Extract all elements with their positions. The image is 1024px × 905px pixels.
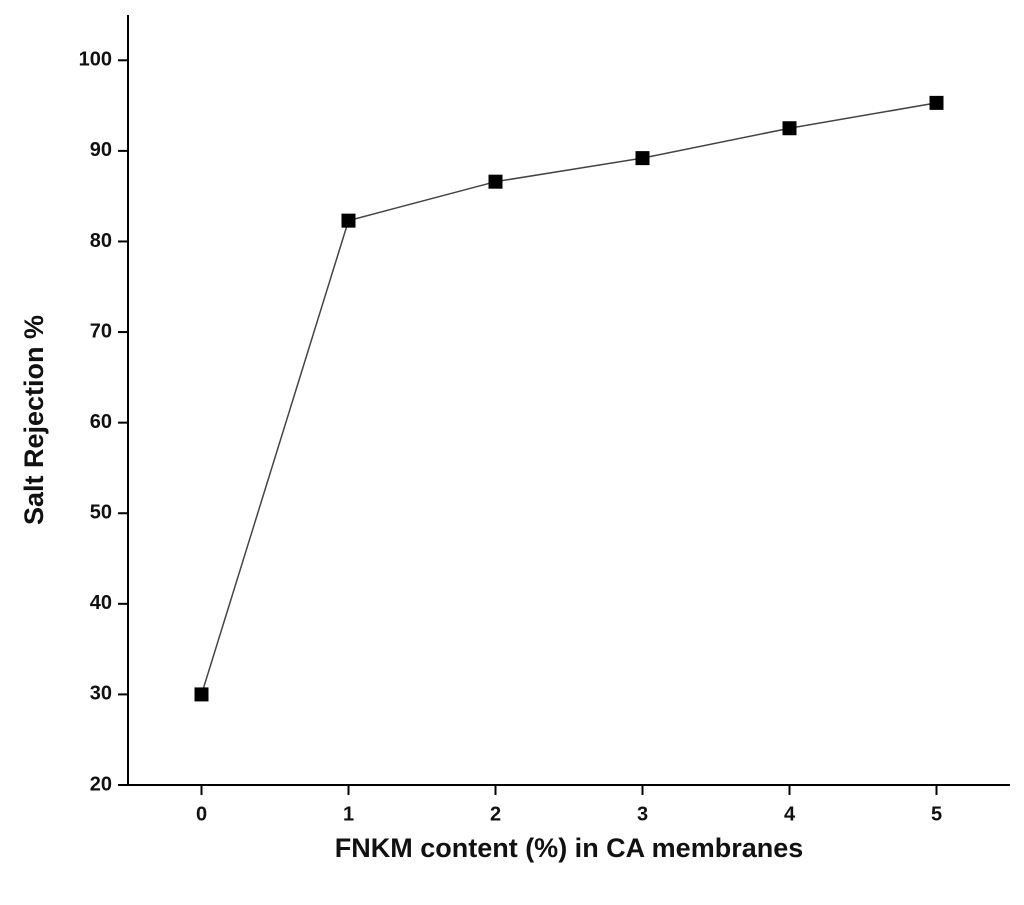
series-line: [200, 102, 937, 695]
data-point: [488, 174, 503, 189]
x-tick-label: 4: [784, 803, 796, 825]
data-point: [635, 151, 650, 166]
y-tick-label: 60: [90, 411, 112, 433]
y-tick-label: 40: [90, 592, 112, 614]
data-point: [782, 121, 797, 136]
y-tick-label: 70: [90, 320, 112, 342]
y-tick-label: 50: [90, 502, 112, 524]
x-tick-label: 0: [196, 803, 207, 825]
data-point: [929, 95, 944, 110]
y-tick-label: 20: [90, 773, 112, 795]
y-tick-label: 80: [90, 230, 112, 252]
y-tick-label: 100: [79, 49, 112, 71]
x-tick-label: 1: [343, 803, 354, 825]
x-tick-label: 5: [931, 803, 942, 825]
x-tick-label: 3: [637, 803, 648, 825]
y-axis-title: Salt Rejection %: [19, 315, 49, 525]
x-tick-label: 2: [490, 803, 501, 825]
data-point: [194, 687, 209, 702]
y-tick-label: 90: [90, 139, 112, 161]
x-axis-title: FNKM content (%) in CA membranes: [335, 833, 804, 863]
y-tick-label: 30: [90, 683, 112, 705]
data-point: [341, 213, 356, 228]
